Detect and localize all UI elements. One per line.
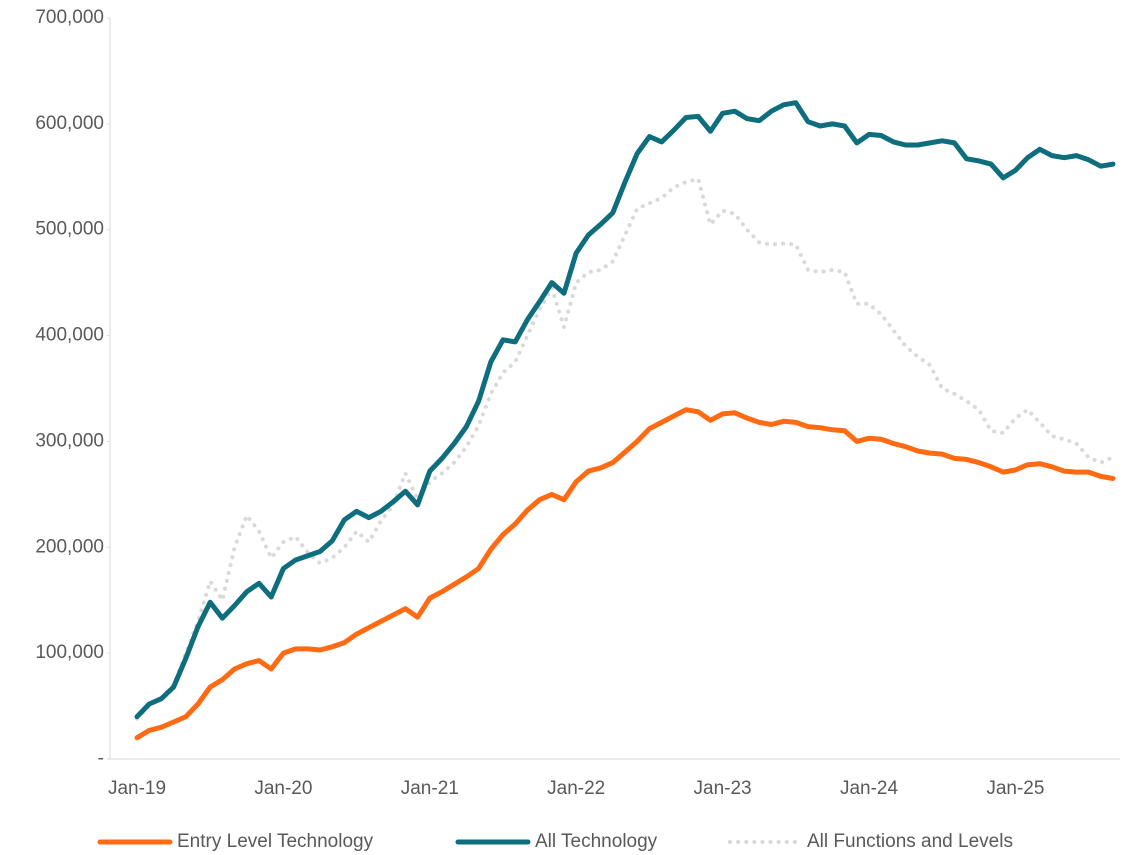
y-tick-label: 200,000 (35, 536, 104, 557)
x-tick-label: Jan-25 (986, 778, 1044, 799)
legend-label: All Technology (535, 831, 658, 852)
y-tick-label: 700,000 (35, 7, 104, 28)
y-tick-label: - (98, 748, 104, 769)
series-line (134, 407, 1116, 741)
x-tick-label: Jan-24 (840, 778, 899, 799)
x-tick-label: Jan-19 (108, 778, 166, 799)
y-tick-label: 400,000 (35, 325, 104, 346)
y-tick-label: 300,000 (35, 430, 104, 451)
x-tick-label: Jan-22 (547, 778, 605, 799)
x-tick-label: Jan-23 (694, 778, 752, 799)
y-tick-label: 500,000 (35, 219, 104, 240)
x-tick-label: Jan-21 (401, 778, 459, 799)
series-line (134, 100, 1116, 720)
x-tick-label: Jan-20 (254, 778, 312, 799)
legend-label: Entry Level Technology (177, 831, 374, 852)
y-tick-label: 100,000 (35, 642, 104, 663)
y-tick-label: 600,000 (35, 113, 104, 134)
legend-label: All Functions and Levels (807, 831, 1013, 852)
